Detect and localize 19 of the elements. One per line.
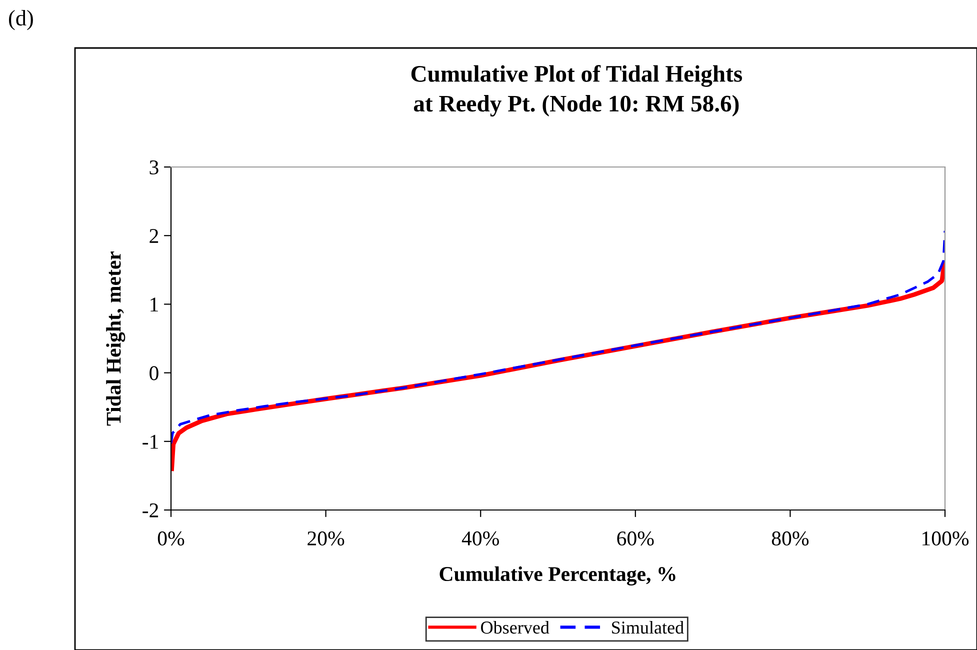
line-series: [171, 230, 945, 445]
y-axis-title: Tidal Height, meter: [106, 251, 126, 426]
chart-title: Cumulative Plot of Tidal Heights at Reedy Pt. (Node 10: RM 58.6): [411, 65, 742, 117]
y-tick-label: 1: [150, 298, 158, 312]
x-tick-label: 0%: [158, 531, 184, 546]
y-tick-label: -1: [142, 434, 158, 449]
y-tick-label: 0: [150, 366, 158, 380]
x-tick-label: 40%: [462, 531, 499, 546]
x-tick-label: 80%: [772, 531, 809, 546]
text: (d): [8, 10, 33, 30]
x-axis-title: Cumulative Percentage, %: [440, 566, 676, 586]
x-tick-label: 100%: [922, 531, 969, 546]
y-tick-label: 3: [150, 160, 158, 174]
legend-label: Observed: [481, 620, 550, 634]
x-tick-label: 20%: [308, 531, 344, 546]
y-tick-label: 2: [150, 229, 158, 243]
legend-label: Simulated: [612, 620, 684, 634]
x-tick-label: 60%: [617, 531, 654, 546]
y-tick-label: -2: [142, 503, 158, 518]
